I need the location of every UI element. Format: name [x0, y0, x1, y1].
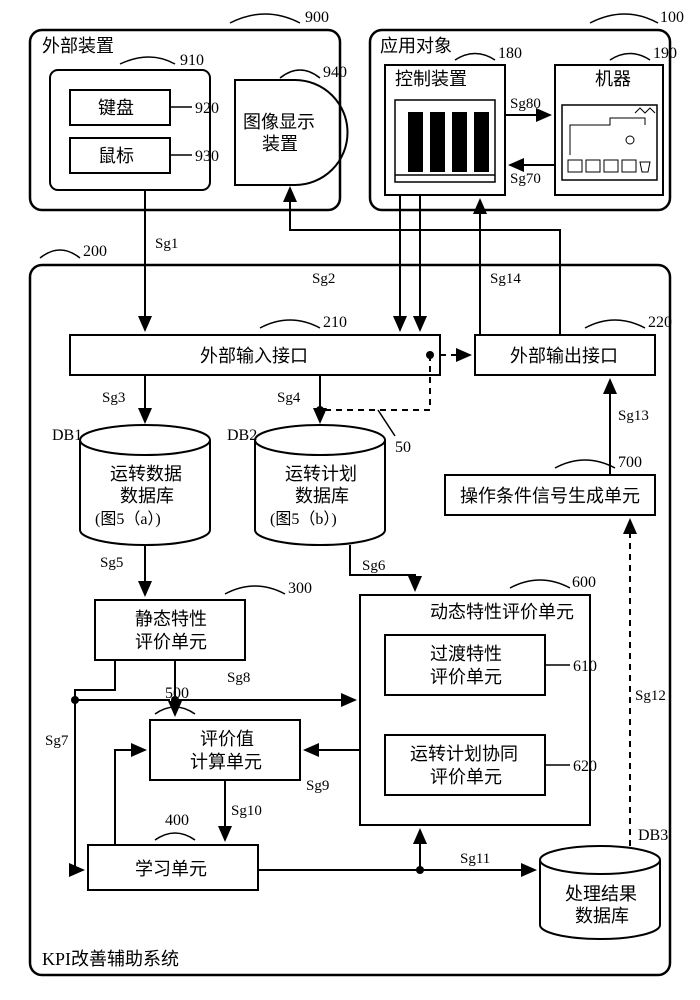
db2-l3: (图5（b）) — [270, 510, 337, 528]
transient-l2: 评价单元 — [430, 667, 502, 687]
sg80-label: Sg80 — [510, 96, 541, 112]
ref-210: 210 — [323, 314, 347, 331]
sg11-label: Sg11 — [460, 851, 490, 867]
ref-220: 220 — [648, 314, 672, 331]
ref-910: 910 — [180, 52, 204, 69]
ref-180: 180 — [498, 45, 522, 62]
keyboard-label: 键盘 — [98, 98, 134, 118]
controller-label: 控制装置 — [395, 69, 467, 89]
ref-610: 610 — [573, 658, 597, 675]
kpi-system-title: KPI改善辅助系统 — [42, 949, 179, 969]
sg7-label: Sg7 — [45, 733, 69, 749]
sg70-label: Sg70 — [510, 171, 541, 187]
ref-930: 930 — [195, 148, 219, 165]
sg13-label: Sg13 — [618, 408, 649, 424]
dynamic-eval-box — [360, 595, 590, 825]
ref-db1: DB1 — [52, 427, 82, 444]
db2-l2: 数据库 — [295, 486, 349, 506]
ref-50: 50 — [395, 439, 411, 456]
ref-100: 100 — [660, 9, 684, 26]
db2-l1: 运转计划 — [285, 464, 357, 484]
ext-output-label: 外部输出接口 — [510, 346, 618, 366]
ref-700: 700 — [618, 454, 642, 471]
sg14-label: Sg14 — [490, 271, 521, 287]
ref-300: 300 — [288, 580, 312, 597]
plan-coop-l1: 运转计划协同 — [410, 744, 518, 764]
eval-calc-l1: 评价值 — [200, 729, 254, 749]
sg6-label: Sg6 — [362, 558, 386, 574]
eval-calc-l2: 计算单元 — [190, 752, 262, 772]
sg10-label: Sg10 — [231, 803, 262, 819]
plan-coop-l2: 评价单元 — [430, 767, 502, 787]
learn-label: 学习单元 — [135, 859, 207, 879]
db3: 处理结果 数据库 — [540, 846, 660, 939]
ref-190: 190 — [653, 45, 677, 62]
db1-l2: 数据库 — [120, 486, 174, 506]
ref-920: 920 — [195, 100, 219, 117]
mouse-label: 鼠标 — [98, 146, 134, 166]
op-cond-label: 操作条件信号生成单元 — [460, 486, 640, 506]
ref-400: 400 — [165, 812, 189, 829]
ref-940: 940 — [323, 64, 347, 81]
ref-620: 620 — [573, 758, 597, 775]
static-eval-l2: 评价单元 — [135, 632, 207, 652]
ref-db2: DB2 — [227, 427, 257, 444]
sg9-label: Sg9 — [306, 778, 329, 794]
ref-600: 600 — [572, 574, 596, 591]
ref-db3: DB3 — [638, 827, 668, 844]
ref-900: 900 — [305, 9, 329, 26]
sg5-label: Sg5 — [100, 555, 123, 571]
sg1-label: Sg1 — [155, 236, 178, 252]
sg2-label: Sg2 — [312, 271, 335, 287]
application-title: 应用对象 — [380, 36, 452, 56]
db1: 运转数据 数据库 (图5（a）) — [80, 425, 210, 545]
ref-200: 200 — [83, 243, 107, 260]
diagram-canvas: 外部装置 900 910 键盘 920 鼠标 930 图像显示 装置 940 应… — [0, 0, 700, 1000]
db3-l1: 处理结果 — [565, 884, 637, 904]
sg12-label: Sg12 — [635, 688, 666, 704]
db3-l2: 数据库 — [575, 906, 629, 926]
sg8-label: Sg8 — [227, 670, 250, 686]
image-display-shape — [235, 80, 347, 185]
db1-l3: (图5（a）) — [95, 510, 161, 528]
image-display-l1: 图像显示 — [243, 112, 315, 132]
machine-label: 机器 — [595, 69, 631, 89]
db2: 运转计划 数据库 (图5（b）) — [255, 425, 385, 545]
sg4-label: Sg4 — [277, 390, 301, 406]
ext-input-label: 外部输入接口 — [200, 346, 308, 366]
sg3-label: Sg3 — [102, 390, 125, 406]
dynamic-eval-label: 动态特性评价单元 — [430, 602, 574, 622]
transient-l1: 过渡特性 — [430, 644, 502, 664]
static-eval-l1: 静态特性 — [135, 609, 207, 629]
db1-l1: 运转数据 — [110, 464, 182, 484]
external-device-title: 外部装置 — [42, 36, 114, 56]
image-display-l2: 装置 — [262, 134, 298, 154]
